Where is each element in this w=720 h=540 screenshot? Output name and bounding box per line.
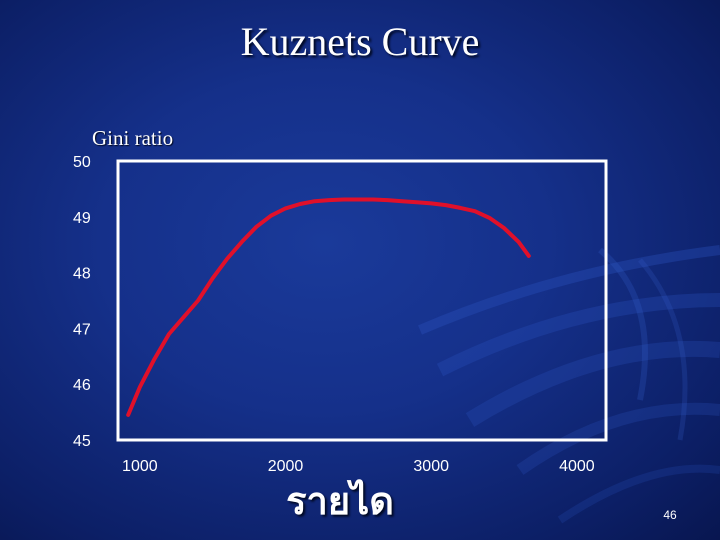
y-tick-label: 45 (73, 433, 91, 450)
y-axis-label: Gini ratio (92, 126, 174, 150)
y-tick-label: 46 (73, 377, 91, 394)
x-axis-label: รายได (286, 479, 394, 523)
x-tick-label: 2000 (268, 458, 304, 475)
y-tick-label: 50 (73, 154, 91, 171)
x-tick-label: 4000 (559, 458, 595, 475)
y-tick-label: 47 (73, 321, 91, 338)
slide-title: Kuznets Curve (240, 19, 480, 64)
kuznets-curve-line (126, 197, 531, 417)
x-tick-label: 1000 (122, 458, 158, 475)
y-tick-label: 49 (73, 210, 91, 227)
plot-frame (116, 159, 608, 442)
page-number: 46 (663, 508, 677, 522)
y-tick-label: 48 (73, 266, 91, 283)
x-tick-label: 3000 (413, 458, 449, 475)
